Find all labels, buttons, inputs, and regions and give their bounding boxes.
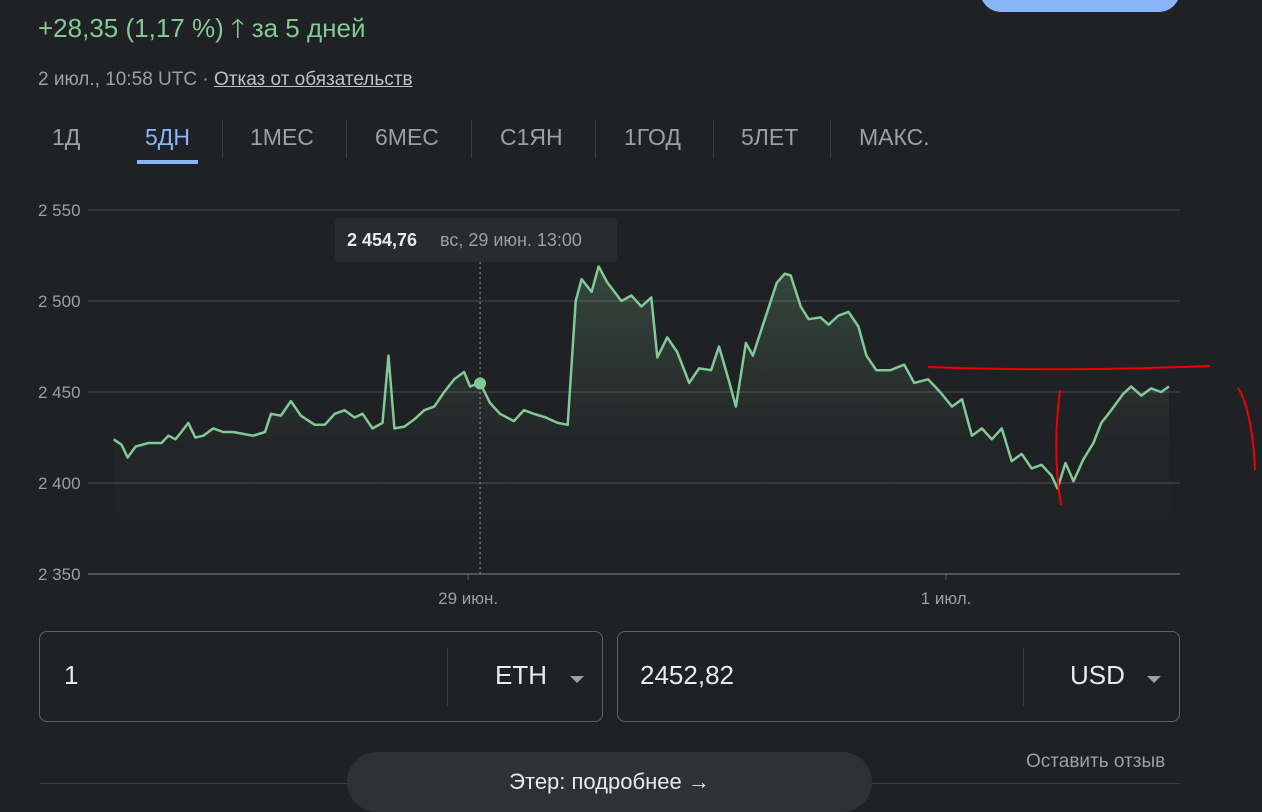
y-tick-label: 2 450 xyxy=(38,383,81,402)
tooltip-value: 2 454,76 xyxy=(347,230,417,250)
x-tick-label: 1 июл. xyxy=(921,589,972,608)
y-tick-label: 2 500 xyxy=(38,292,81,311)
y-tick-label: 2 550 xyxy=(38,201,81,220)
range-tab[interactable]: 6МЕС xyxy=(375,124,439,150)
amount: 1 xyxy=(64,660,79,690)
change-row: +28,35 (1,17 %) 🡑 за 5 дней xyxy=(38,10,366,54)
amount-box[interactable]: 1 ETH xyxy=(39,631,603,722)
from-currency[interactable]: ETH xyxy=(495,660,547,690)
arrow-up: 🡑 xyxy=(223,13,252,43)
range-tab[interactable]: С1ЯН xyxy=(500,124,563,150)
page: +28,35 (1,17 %) 🡑 за 5 дней 2 июл., 10:5… xyxy=(38,0,1256,812)
tab-separator xyxy=(471,120,472,158)
area xyxy=(113,266,1170,574)
price-line xyxy=(112,265,1170,490)
tab-separator xyxy=(713,120,714,158)
result-box[interactable]: 2452,82 USD xyxy=(617,631,1180,722)
disclaimer-link[interactable]: Отказ от обязательств xyxy=(213,69,413,90)
y-tick-label: 2 400 xyxy=(38,474,81,493)
range-tab[interactable]: 5ДН xyxy=(137,124,198,164)
dropdown xyxy=(1147,676,1161,690)
red-annotation xyxy=(927,365,1211,371)
tab-separator xyxy=(595,120,596,158)
range-tab[interactable]: 1Д xyxy=(52,124,81,150)
more-button[interactable]: Этер: подробнее → xyxy=(347,752,872,812)
more-label: Этер: подробнее xyxy=(509,769,682,794)
period: за 5 дней xyxy=(251,13,366,43)
range-tab[interactable]: МАКС. xyxy=(859,124,930,150)
red-annotation xyxy=(1055,387,1256,506)
x-tick-label: 29 июн. xyxy=(438,589,498,608)
tab-separator xyxy=(346,120,347,158)
range-tab[interactable]: 1МЕС xyxy=(250,124,314,150)
tab-separator xyxy=(830,120,831,158)
timestamp-row: 2 июл., 10:58 UTC · Отказ от обязательст… xyxy=(38,69,413,91)
to-currency[interactable]: USD xyxy=(1070,660,1125,690)
feedback-link[interactable]: Оставить отзыв xyxy=(1026,751,1166,772)
dropdown xyxy=(570,676,584,690)
top-button[interactable] xyxy=(980,0,1180,12)
change: +28,35 (1,17 %) xyxy=(38,13,224,43)
range-tab[interactable]: 5ЛЕТ xyxy=(741,124,799,150)
tooltip-time: вс, 29 июн. 13:00 xyxy=(440,230,582,250)
range-tab[interactable]: 1ГОД xyxy=(624,124,681,150)
chart: 2 350 2 400 2 450 2 500 2 550 29 июн. 1 июл. 2… xyxy=(38,201,1256,608)
y-tick-label: 2 350 xyxy=(38,565,81,584)
timestamp: 2 июл., 10:58 UTC · xyxy=(38,69,209,90)
tooltip xyxy=(335,218,617,262)
tab-separator xyxy=(222,120,223,158)
hover-point xyxy=(474,377,487,390)
result: 2452,82 xyxy=(640,660,734,690)
